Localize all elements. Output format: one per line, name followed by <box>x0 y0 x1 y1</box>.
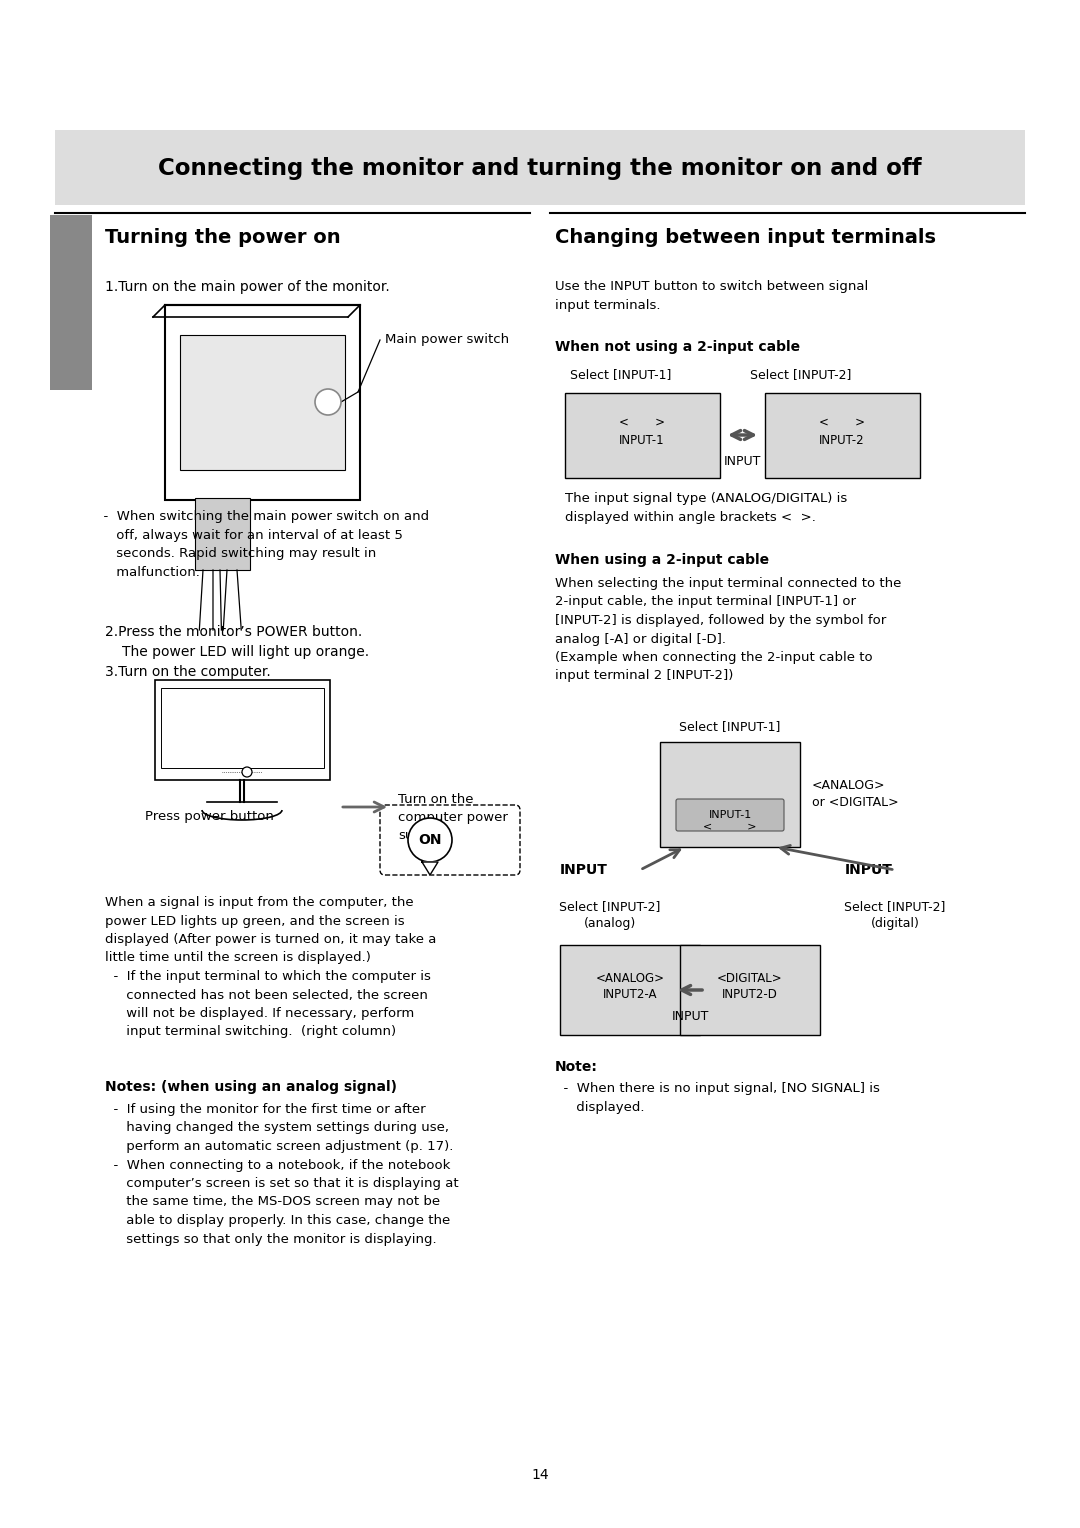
FancyBboxPatch shape <box>561 944 700 1034</box>
Text: INPUT2-A: INPUT2-A <box>603 989 658 1001</box>
Text: INPUT: INPUT <box>724 455 760 468</box>
FancyBboxPatch shape <box>50 215 92 390</box>
Text: <       >: < > <box>819 417 865 429</box>
Text: <       >: < > <box>619 417 665 429</box>
Text: When a signal is input from the computer, the
power LED lights up green, and the: When a signal is input from the computer… <box>105 895 436 1039</box>
Text: Turning the power on: Turning the power on <box>105 228 340 248</box>
Text: Connecting the monitor and turning the monitor on and off: Connecting the monitor and turning the m… <box>158 156 922 179</box>
Text: Select [INPUT-2]: Select [INPUT-2] <box>750 368 851 380</box>
Text: ON: ON <box>418 833 442 847</box>
Text: Select [INPUT-1]: Select [INPUT-1] <box>570 368 672 380</box>
Text: Note:: Note: <box>555 1060 598 1074</box>
Text: INPUT: INPUT <box>845 863 893 877</box>
FancyBboxPatch shape <box>565 393 720 478</box>
FancyBboxPatch shape <box>660 743 800 847</box>
FancyBboxPatch shape <box>156 680 330 779</box>
Text: -  When there is no input signal, [NO SIGNAL] is
     displayed.: - When there is no input signal, [NO SIG… <box>555 1082 880 1114</box>
FancyBboxPatch shape <box>195 498 249 570</box>
Text: Use the INPUT button to switch between signal
input terminals.: Use the INPUT button to switch between s… <box>555 280 868 312</box>
Text: When using a 2-input cable: When using a 2-input cable <box>555 553 769 567</box>
Text: INPUT-1: INPUT-1 <box>708 810 752 821</box>
FancyBboxPatch shape <box>161 688 324 769</box>
FancyBboxPatch shape <box>680 944 820 1034</box>
Text: Changing between input terminals: Changing between input terminals <box>555 228 936 248</box>
Text: Turn on the
computer power
supply.: Turn on the computer power supply. <box>399 793 508 842</box>
Text: The power LED will light up orange.: The power LED will light up orange. <box>122 645 369 659</box>
Text: <ANALOG>
or <DIGITAL>: <ANALOG> or <DIGITAL> <box>812 779 899 808</box>
Text: When selecting the input terminal connected to the
2-input cable, the input term: When selecting the input terminal connec… <box>555 578 902 683</box>
FancyBboxPatch shape <box>676 799 784 831</box>
Text: The input signal type (ANALOG/DIGITAL) is
displayed within angle brackets <  >.: The input signal type (ANALOG/DIGITAL) i… <box>565 492 847 524</box>
Text: INPUT: INPUT <box>561 863 608 877</box>
Text: -  When switching the main power switch on and
     off, always wait for an inte: - When switching the main power switch o… <box>95 510 429 579</box>
Text: 1.Turn on the main power of the monitor.: 1.Turn on the main power of the monitor. <box>105 280 390 293</box>
Text: Select [INPUT-2]
(analog): Select [INPUT-2] (analog) <box>559 900 661 931</box>
FancyBboxPatch shape <box>765 393 920 478</box>
Text: INPUT-2: INPUT-2 <box>820 434 865 446</box>
Circle shape <box>315 390 341 416</box>
Text: INPUT-1: INPUT-1 <box>619 434 665 446</box>
Text: Select [INPUT-1]: Select [INPUT-1] <box>679 720 781 733</box>
FancyBboxPatch shape <box>380 805 519 876</box>
Text: 2.Press the monitor’s POWER button.: 2.Press the monitor’s POWER button. <box>105 625 362 639</box>
FancyBboxPatch shape <box>180 335 345 471</box>
Polygon shape <box>422 862 438 876</box>
Text: Press power button: Press power button <box>145 810 274 824</box>
Text: Notes: (when using an analog signal): Notes: (when using an analog signal) <box>105 1080 397 1094</box>
Circle shape <box>408 817 453 862</box>
Text: 3.Turn on the computer.: 3.Turn on the computer. <box>105 665 271 678</box>
FancyBboxPatch shape <box>55 130 1025 205</box>
FancyBboxPatch shape <box>165 306 360 500</box>
Text: Select [INPUT-2]
(digital): Select [INPUT-2] (digital) <box>845 900 946 931</box>
Text: -  If using the monitor for the first time or after
     having changed the syst: - If using the monitor for the first tim… <box>105 1103 459 1245</box>
Text: When not using a 2-input cable: When not using a 2-input cable <box>555 341 800 354</box>
Text: INPUT2-D: INPUT2-D <box>723 989 778 1001</box>
Text: 14: 14 <box>531 1468 549 1482</box>
Text: Main power switch: Main power switch <box>384 333 509 347</box>
Text: <ANALOG>: <ANALOG> <box>595 972 664 984</box>
Text: <          >: < > <box>703 822 757 833</box>
Circle shape <box>242 767 252 778</box>
Text: <DIGITAL>: <DIGITAL> <box>717 972 783 984</box>
Text: INPUT: INPUT <box>672 1010 708 1024</box>
